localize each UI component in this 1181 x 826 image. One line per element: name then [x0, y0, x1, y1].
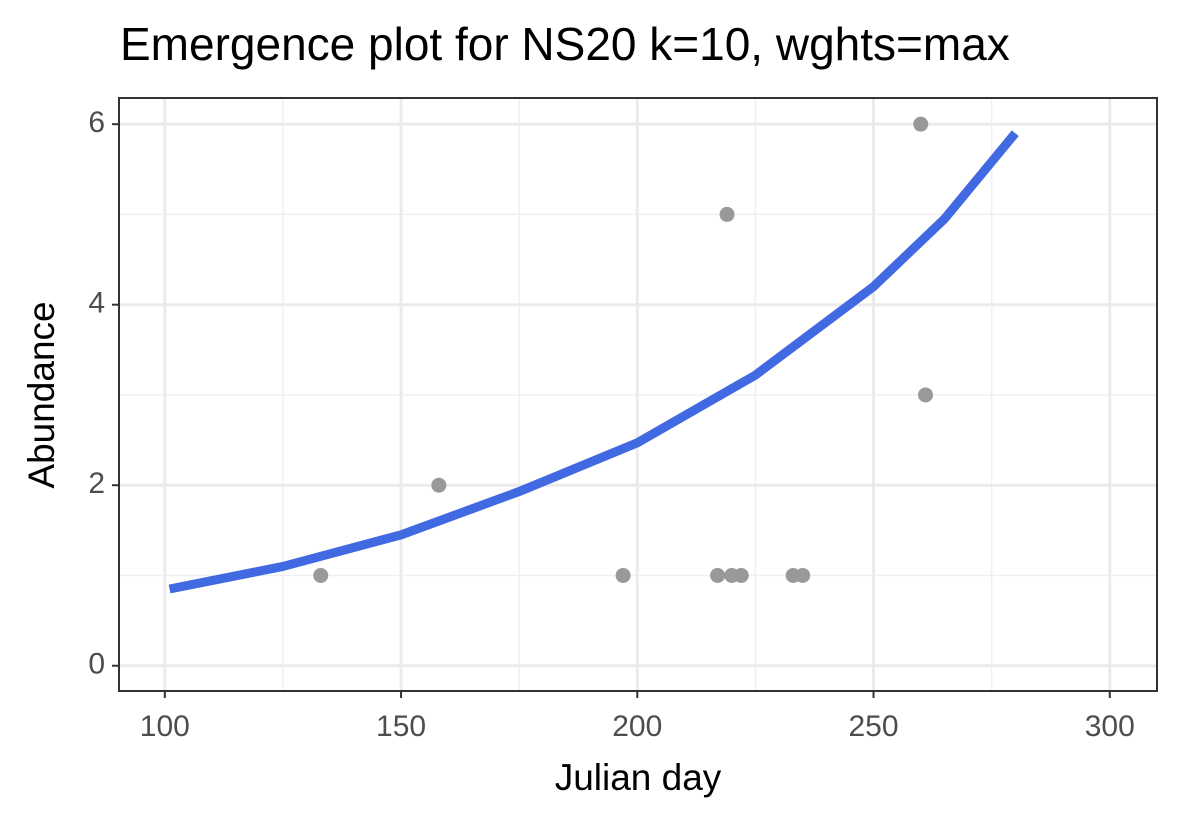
x-tick-label: 200: [612, 710, 662, 743]
point: [913, 116, 929, 132]
x-axis-title: Julian day: [555, 757, 722, 798]
y-tick-label: 4: [88, 287, 105, 320]
y-tick-label: 2: [88, 467, 105, 500]
y-tick-label: 6: [88, 106, 105, 139]
point: [710, 567, 726, 583]
point: [431, 477, 447, 493]
point: [313, 567, 329, 583]
x-tick-label: 250: [848, 710, 898, 743]
y-axis-title: Abundance: [21, 301, 62, 488]
x-tick-label: 150: [376, 710, 426, 743]
x-tick-label: 100: [140, 710, 190, 743]
point: [719, 206, 735, 222]
point: [615, 567, 631, 583]
point: [917, 387, 933, 403]
chart-title: Emergence plot for NS20 k=10, wghts=max: [120, 18, 1010, 70]
panel-border: [118, 97, 1158, 692]
fit-line: [168, 130, 1019, 594]
point: [795, 567, 811, 583]
point: [733, 567, 749, 583]
x-tick-label: 300: [1085, 710, 1135, 743]
y-tick-label: 0: [88, 648, 105, 681]
